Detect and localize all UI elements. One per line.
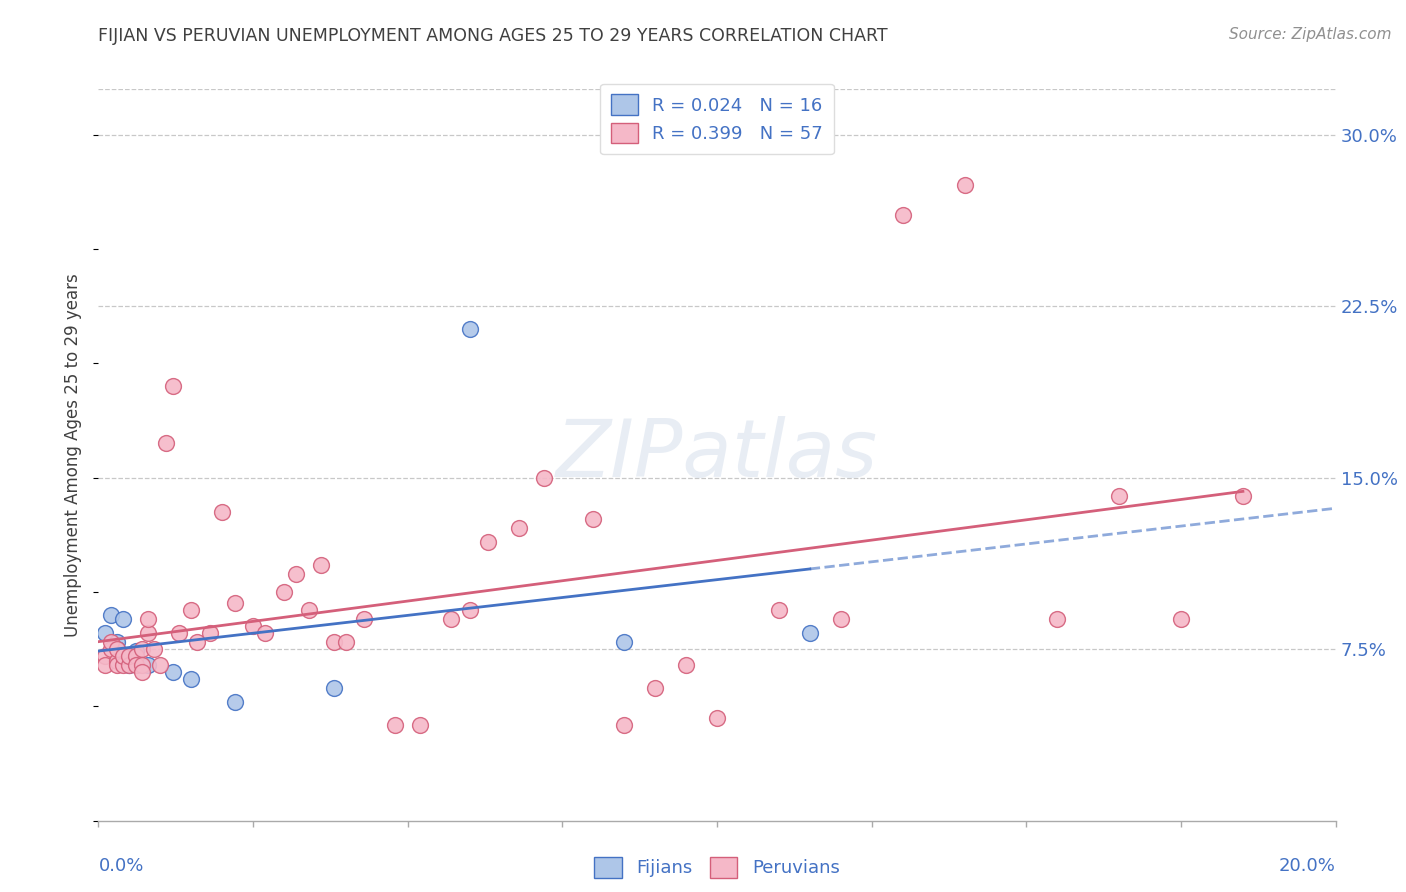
Text: FIJIAN VS PERUVIAN UNEMPLOYMENT AMONG AGES 25 TO 29 YEARS CORRELATION CHART: FIJIAN VS PERUVIAN UNEMPLOYMENT AMONG AG…: [98, 27, 889, 45]
Point: [440, 613, 463, 627]
Point: [105, 654, 128, 668]
Point: [124, 658, 146, 673]
Point: [112, 613, 135, 627]
Point: [118, 658, 141, 673]
Point: [242, 619, 264, 633]
Point: [131, 642, 153, 657]
Point: [1170, 613, 1192, 627]
Point: [309, 558, 332, 572]
Point: [118, 649, 141, 664]
Point: [124, 649, 146, 664]
Point: [136, 613, 159, 627]
Point: [105, 642, 128, 657]
Point: [254, 626, 277, 640]
Point: [211, 505, 233, 519]
Point: [458, 603, 481, 617]
Point: [224, 597, 246, 611]
Point: [706, 711, 728, 725]
Point: [105, 635, 128, 649]
Point: [93, 649, 115, 664]
Point: [180, 672, 202, 686]
Text: Source: ZipAtlas.com: Source: ZipAtlas.com: [1229, 27, 1392, 42]
Point: [613, 635, 636, 649]
Point: [477, 534, 499, 549]
Point: [143, 642, 166, 657]
Point: [891, 208, 914, 222]
Text: 0.0%: 0.0%: [98, 857, 143, 875]
Point: [224, 695, 246, 709]
Point: [180, 603, 202, 617]
Point: [285, 566, 308, 581]
Point: [675, 658, 697, 673]
Point: [105, 658, 128, 673]
Point: [112, 658, 135, 673]
Point: [100, 635, 122, 649]
Point: [953, 178, 976, 193]
Point: [131, 665, 153, 679]
Point: [458, 322, 481, 336]
Y-axis label: Unemployment Among Ages 25 to 29 years: Unemployment Among Ages 25 to 29 years: [65, 273, 83, 637]
Point: [162, 379, 184, 393]
Point: [100, 607, 122, 622]
Point: [167, 626, 190, 640]
Point: [93, 658, 115, 673]
Point: [644, 681, 666, 695]
Point: [1108, 489, 1130, 503]
Point: [1046, 613, 1069, 627]
Point: [118, 649, 141, 664]
Point: [149, 658, 172, 673]
Point: [508, 521, 530, 535]
Point: [105, 642, 128, 657]
Point: [118, 658, 141, 673]
Point: [613, 717, 636, 731]
Point: [198, 626, 221, 640]
Point: [100, 642, 122, 657]
Point: [93, 626, 115, 640]
Point: [136, 626, 159, 640]
Point: [112, 649, 135, 664]
Text: ZIPatlas: ZIPatlas: [555, 416, 879, 494]
Point: [533, 471, 555, 485]
Point: [1232, 489, 1254, 503]
Point: [322, 635, 344, 649]
Point: [162, 665, 184, 679]
Point: [830, 613, 852, 627]
Point: [322, 681, 344, 695]
Point: [384, 717, 406, 731]
Point: [124, 644, 146, 658]
Point: [131, 658, 153, 673]
Point: [298, 603, 321, 617]
Point: [582, 512, 605, 526]
Point: [353, 613, 375, 627]
Point: [768, 603, 790, 617]
Legend: Fijians, Peruvians: Fijians, Peruvians: [588, 849, 846, 885]
Point: [409, 717, 432, 731]
Point: [155, 436, 177, 450]
Point: [799, 626, 821, 640]
Point: [273, 585, 295, 599]
Text: 20.0%: 20.0%: [1279, 857, 1336, 875]
Point: [136, 658, 159, 673]
Point: [335, 635, 357, 649]
Point: [186, 635, 208, 649]
